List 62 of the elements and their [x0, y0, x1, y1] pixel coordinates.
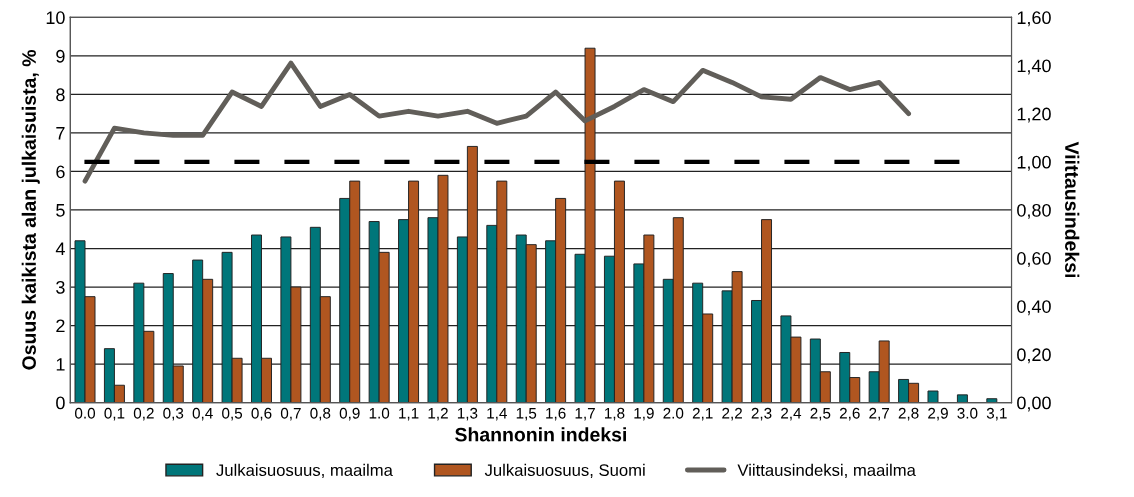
- x-tick-label: 0,7: [280, 407, 301, 421]
- x-tick-label: 2,9: [928, 407, 948, 421]
- y2-tick-label: 0,40: [1017, 300, 1051, 316]
- x-tick-label: 2.0: [663, 407, 684, 419]
- y-tick-label: 9: [56, 49, 65, 63]
- y-tick-label: 4: [55, 242, 65, 256]
- x-tick-label: 0,2: [133, 407, 154, 421]
- x-tick-label: 2,5: [810, 407, 831, 421]
- y-tick-label: 0: [56, 396, 65, 410]
- x-tick-label: 0,5: [222, 407, 243, 421]
- x-tick-label: 1.0: [369, 407, 390, 419]
- y2-axis-title: Viittausindeksi: [1065, 141, 1080, 278]
- y-axis-title: Osuus kaikista alan julkaisuista, %: [21, 49, 40, 370]
- x-tick-label: 3,1: [986, 407, 1007, 421]
- bar: [927, 390, 939, 403]
- x-tick-label: 1,6: [546, 407, 566, 421]
- y-tick-label: 7: [56, 127, 65, 140]
- y-tick-label: 2: [56, 319, 65, 333]
- legend-label: Julkaisuosuus, Suomi: [484, 463, 645, 478]
- x-tick-label: 2,7: [869, 407, 890, 421]
- x-tick-label: 1,9: [634, 407, 654, 421]
- y2-tick-label: 0,60: [1017, 252, 1051, 267]
- y2-tick-label: 0,20: [1017, 348, 1051, 364]
- x-axis-title: Shannonin indeksi: [455, 427, 626, 442]
- legend-label: Julkaisuosuus, maailma: [216, 463, 393, 478]
- y2-tick-label: 0,80: [1017, 203, 1051, 219]
- bar: [956, 394, 968, 403]
- x-tick-label: 0,8: [310, 407, 331, 421]
- x-tick-label: 1,1: [399, 407, 419, 421]
- x-tick-label: 1,7: [575, 407, 595, 421]
- x-tick-label: 2,8: [898, 407, 919, 421]
- x-tick-label: 1,8: [605, 407, 625, 421]
- y2-tick-label: 1,40: [1017, 59, 1051, 75]
- x-tick-label: 1,4: [487, 407, 507, 421]
- y2-tick-label: 1,60: [1017, 11, 1051, 27]
- y-tick-label: 8: [56, 88, 65, 102]
- x-tick-label: 0,6: [251, 407, 272, 421]
- x-tick-label: 0,3: [163, 407, 184, 421]
- x-tick-label: 2,6: [839, 407, 860, 421]
- x-tick-label: 2,2: [722, 407, 742, 421]
- x-tick-label: 1,3: [457, 407, 478, 421]
- x-tick-label: 2,1: [692, 407, 713, 421]
- x-tick-label: 2,4: [781, 407, 802, 421]
- x-tick-label: 0.0: [74, 407, 96, 419]
- line-series: [82, 60, 912, 184]
- bar: [986, 398, 998, 403]
- x-tick-label: 0,4: [192, 407, 213, 421]
- y-tick-label: 10: [46, 11, 65, 25]
- y2-tick-label: 1,20: [1017, 107, 1051, 123]
- x-tick-label: 3.0: [957, 407, 978, 419]
- y-tick-label: 5: [56, 204, 65, 217]
- y2-tick-label: 1,00: [1017, 155, 1051, 171]
- x-tick-label: 0,1: [104, 407, 125, 421]
- y-tick-label: 6: [56, 165, 65, 179]
- y-tick-label: 3: [56, 280, 65, 294]
- y2-tick-label: 0,00: [1017, 396, 1051, 412]
- x-tick-label: 0,9: [339, 407, 360, 421]
- x-tick-label: 2,3: [751, 407, 772, 421]
- x-tick-label: 1,5: [516, 407, 537, 421]
- legend-label: Viittausindeksi, maailma: [737, 463, 916, 478]
- y-tick-label: 1: [56, 358, 65, 371]
- x-tick-label: 1,2: [428, 407, 448, 421]
